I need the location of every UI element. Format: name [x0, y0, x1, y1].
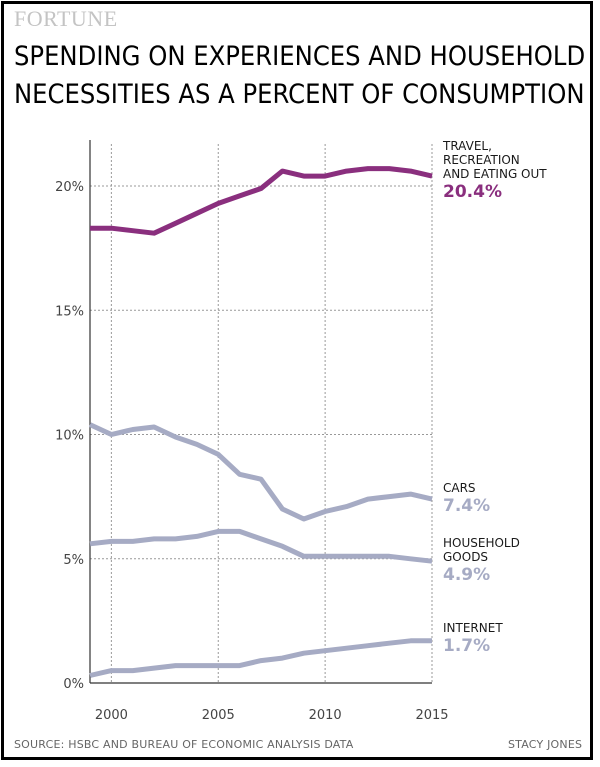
y-tick-label: 15%	[55, 304, 84, 319]
series-name-text: RECREATION	[443, 153, 520, 167]
y-tick-label: 5%	[63, 553, 84, 568]
chart-title: SPENDING ON EXPERIENCES AND HOUSEHOLD NE…	[14, 38, 586, 114]
y-tick-label: 20%	[55, 180, 84, 195]
chart-title-line-2: NECESSITIES AS A PERCENT OF CONSUMPTION	[14, 79, 585, 110]
series-line-cars	[88, 422, 433, 522]
x-axis: 2000 2005 2010 2015	[90, 682, 449, 723]
series-name-text: GOODS	[443, 550, 488, 564]
chart-frame	[1, 1, 593, 760]
y-tick-label: 0%	[63, 677, 84, 692]
series-value-label: 1.7%	[443, 636, 490, 656]
x-tick-label: 2000	[95, 708, 128, 723]
author-credit: STACY JONES	[508, 738, 583, 751]
y-tick-label: 10%	[55, 429, 84, 444]
series-name-text: HOUSEHOLD	[443, 536, 520, 550]
gridlines	[90, 144, 433, 683]
y-axis: 0% 5% 10% 15% 20%	[55, 140, 91, 692]
source-note: SOURCE: HSBC AND BUREAU OF ECONOMIC ANAL…	[14, 738, 354, 751]
series-lines	[88, 166, 433, 678]
x-tick-label: 2015	[415, 708, 448, 723]
series-line-household-goods	[89, 528, 433, 564]
chart-title-line-1: SPENDING ON EXPERIENCES AND HOUSEHOLD	[14, 41, 586, 72]
series-line-internet	[89, 638, 432, 678]
series-name-text: TRAVEL,	[442, 139, 492, 153]
series-line-travel-recreation-and-eating-out	[90, 166, 433, 236]
series-name-text: CARS	[443, 481, 476, 495]
series-value-label: 4.9%	[443, 565, 490, 585]
x-tick-label: 2010	[309, 708, 342, 723]
series-value-label: 20.4%	[443, 182, 502, 202]
series-name-text: INTERNET	[443, 621, 503, 635]
x-tick-label: 2005	[202, 708, 235, 723]
brand-logo: FORTUNE	[14, 6, 118, 31]
series-name-text: AND EATING OUT	[443, 167, 547, 181]
series-value-label: 7.4%	[443, 496, 490, 516]
